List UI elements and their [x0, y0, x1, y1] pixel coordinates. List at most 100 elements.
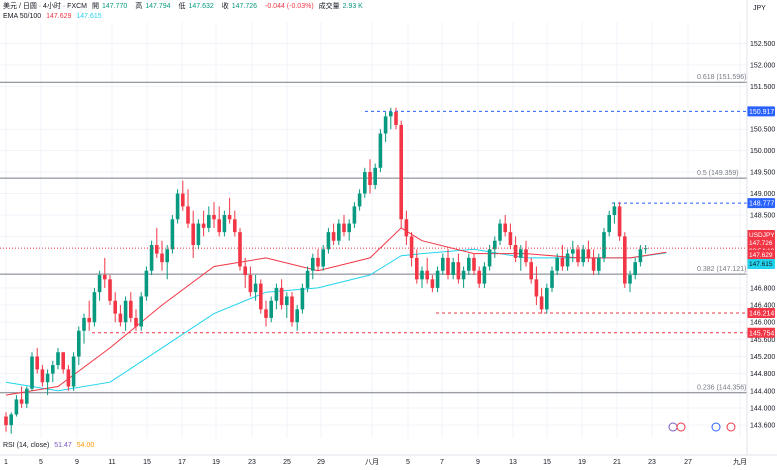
ema100-value: 147.615: [76, 13, 102, 20]
candle-body: [446, 257, 450, 276]
candle-body: [300, 287, 305, 310]
candle-body: [404, 219, 409, 237]
candle: [430, 275, 435, 293]
candle: [264, 300, 268, 327]
candle: [222, 210, 227, 237]
price-tick-label: 151.500: [750, 84, 775, 91]
candle: [550, 266, 554, 293]
candle: [586, 240, 591, 263]
candle-body: [487, 249, 492, 267]
price-tick-label: 150.500: [750, 127, 775, 134]
price-tick-label: 149.000: [750, 191, 775, 198]
candle: [420, 266, 424, 288]
time-tick-label: 15: [143, 459, 151, 466]
level-price-tag-label: 146.214: [749, 311, 774, 318]
candle-body: [638, 249, 643, 263]
candle-body: [326, 232, 331, 250]
candle: [82, 313, 86, 344]
candle: [383, 112, 388, 143]
candle-body: [560, 257, 565, 267]
candle: [617, 202, 622, 241]
candle-body: [472, 257, 476, 271]
rsi-legend[interactable]: RSI (14, close) 51.47 54.00: [3, 441, 97, 450]
candle-body: [524, 249, 528, 263]
price-tick-label: 144.000: [750, 405, 775, 412]
candle: [269, 296, 273, 323]
candle-body: [316, 257, 320, 267]
time-tick-label: 9: [476, 459, 480, 466]
candle-body: [399, 124, 403, 220]
time-tick-label: 19: [578, 459, 586, 466]
candle: [129, 292, 133, 323]
candle: [602, 227, 606, 263]
candle-body: [347, 223, 351, 233]
candle-body: [550, 270, 554, 288]
candle-body: [461, 270, 466, 280]
event-flag-icon: [711, 422, 721, 432]
candle-body: [617, 206, 622, 237]
candle-body: [628, 275, 632, 284]
candle-body: [170, 219, 175, 250]
price-tag: [747, 259, 775, 269]
price-tag: [747, 230, 775, 256]
candle: [368, 159, 372, 194]
candle: [134, 309, 138, 331]
candle-body: [113, 300, 117, 314]
candle: [227, 197, 232, 224]
candle-body: [321, 249, 325, 267]
candle-body: [222, 214, 227, 233]
candle: [342, 214, 346, 237]
candle-body: [529, 262, 533, 280]
candle: [51, 360, 55, 383]
candle: [461, 266, 466, 288]
candle-body: [498, 223, 502, 241]
candle: [581, 245, 585, 267]
candle-body: [279, 287, 284, 306]
candle-body: [191, 223, 195, 246]
time-tick-label: 5: [39, 459, 43, 466]
open-value: 147.770: [101, 3, 128, 10]
candle: [508, 223, 513, 250]
candle: [633, 257, 637, 280]
ema-legend[interactable]: EMA 50/100 147.629 147.615: [3, 12, 105, 21]
candle: [295, 305, 299, 331]
candle-body: [467, 257, 471, 271]
candle-body: [71, 356, 76, 387]
candle: [4, 412, 8, 432]
candle-body: [25, 388, 29, 404]
candle: [482, 262, 487, 288]
candle-body: [633, 262, 637, 276]
candle-body: [274, 287, 279, 301]
candle: [14, 395, 19, 417]
price-tag-label: 147.629: [749, 252, 773, 259]
candle: [160, 240, 164, 271]
time-tick-label: 21: [613, 459, 621, 466]
candle-body: [181, 193, 185, 207]
candle-body: [103, 275, 107, 280]
candle-body: [40, 369, 45, 383]
candle: [238, 227, 242, 271]
candle: [643, 245, 648, 254]
candle-body: [623, 236, 627, 284]
level-price-tag-label: 148.777: [749, 201, 774, 208]
candle: [441, 253, 445, 276]
candle-body: [576, 249, 580, 263]
candle: [451, 257, 455, 280]
candle: [565, 249, 570, 271]
candle-body: [311, 257, 315, 271]
candle: [373, 163, 377, 190]
candle-body: [409, 236, 414, 258]
candle-body: [149, 245, 154, 271]
candle: [259, 279, 263, 314]
candle: [513, 236, 518, 263]
candle-body: [394, 112, 398, 125]
candle: [545, 283, 549, 314]
candle: [40, 365, 45, 387]
candle: [415, 249, 419, 284]
candle-body: [139, 296, 143, 327]
price-tag: [747, 250, 775, 260]
candle: [347, 219, 351, 241]
ema50-value: 147.629: [46, 13, 72, 20]
time-tick-label: 5: [406, 459, 410, 466]
